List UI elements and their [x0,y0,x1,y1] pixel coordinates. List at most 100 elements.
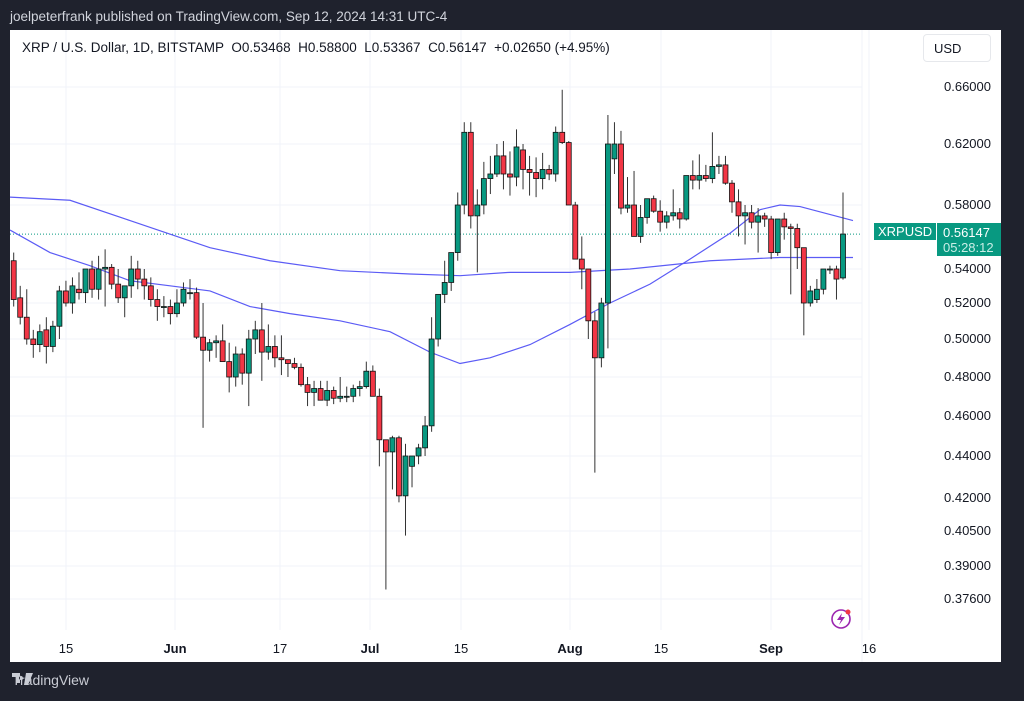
tradingview-logo-icon [12,673,33,685]
candle-up [422,425,428,449]
event-lightning-icon[interactable] [831,609,851,629]
candle-down [63,290,69,304]
candle-up [474,204,481,217]
y-axis-label: 0.62000 [944,136,991,151]
candle-down [520,149,526,170]
candle-up [644,198,650,218]
candle-down [89,268,95,290]
candle-up [409,455,415,467]
candle-down [10,260,17,300]
candle-down [330,390,337,399]
candle-down [631,204,637,237]
symbol-tag: XRPUSD [874,223,937,240]
candle-up [716,164,722,167]
candle-up [742,212,748,217]
candle-up [670,212,677,217]
currency-button[interactable]: USD [923,34,991,62]
candle-down [533,172,539,179]
candle-down [578,258,585,270]
candle-up [232,353,239,378]
candle-up [494,155,500,175]
candlestick-chart[interactable]: 0.66000 0.62000 0.58000 0.54000 0.52000 0.500… [10,30,1001,662]
candle-up [637,217,644,237]
candle-up [56,290,63,327]
candle-up [389,437,396,453]
candle-up [624,204,631,209]
candle-up [454,204,461,253]
candle-down [291,363,298,368]
candle-up [49,325,56,347]
candle-down [141,278,148,287]
candle-up [552,131,559,175]
candle-down [768,218,775,253]
low-value: L0.53367 [364,40,421,55]
y-axis-label: 0.54000 [944,261,991,276]
candle-down [396,437,402,497]
candle-down [676,212,683,220]
candle-up [343,395,350,398]
candle-up [252,329,259,340]
candle-up [807,290,814,304]
y-axis-label: 0.46000 [944,408,991,423]
candle-down [748,212,755,223]
candle-down [219,340,226,363]
candle-down [507,173,513,178]
candle-up [755,215,762,223]
open-value: O0.53468 [231,40,291,55]
candle-up [350,388,357,397]
candle-down [76,288,82,294]
candle-down [833,268,840,280]
candle-down [794,228,801,249]
tradingview-logo[interactable]: TradingView [12,672,89,688]
candle-up [415,447,422,457]
x-axis-label: 17 [273,641,287,656]
candle-up [663,215,670,223]
candle-up [95,268,102,290]
candle-up [461,131,468,206]
candle-down [761,215,768,220]
candle-up [121,285,128,299]
candle-down [271,346,278,359]
candle-up [480,178,487,206]
published-caption: joelpeterfrank published on TradingView.… [10,9,448,24]
candle-up [180,288,187,304]
candle-down [154,299,161,307]
candle-up [363,370,370,387]
candle-down [781,218,788,228]
candle-up [605,143,611,304]
candle-up [206,342,213,351]
candle-down [526,169,533,173]
candle-down [167,306,174,315]
x-axis-label: Jun [163,641,186,656]
candle-down [17,297,24,318]
y-axis-label: 0.50000 [944,331,991,346]
candle-up [213,340,220,344]
candle-up [598,302,605,359]
y-axis-label: 0.66000 [944,79,991,94]
candle-up [539,169,546,179]
candle-down [559,131,566,143]
candle-down [226,361,233,378]
candle-down [565,142,572,206]
candle-down [689,175,696,181]
high-value: H0.58800 [298,40,357,55]
candle-down [147,285,154,300]
candle-up [813,288,820,300]
chart-panel[interactable]: 0.66000 0.62000 0.58000 0.54000 0.52000 0.500… [10,30,1001,662]
candle-down [382,439,389,453]
candle-down [500,155,507,175]
ohlc-legend: XRP / U.S. Dollar, 1D, BITSTAMP O0.53468… [22,40,610,55]
y-axis-label: 0.42000 [944,490,991,505]
x-axis-label: Sep [759,641,783,656]
x-axis-label: 15 [59,641,73,656]
moving-average-200 [10,196,853,277]
candle-up [356,386,363,389]
candle-up [102,266,109,270]
candle-down [285,359,291,364]
candle-down [800,247,807,304]
candle-down [546,169,553,175]
y-axis-label: 0.58000 [944,197,991,212]
candle-up [402,455,409,497]
candle-down [200,336,206,351]
candle-down [702,175,709,179]
